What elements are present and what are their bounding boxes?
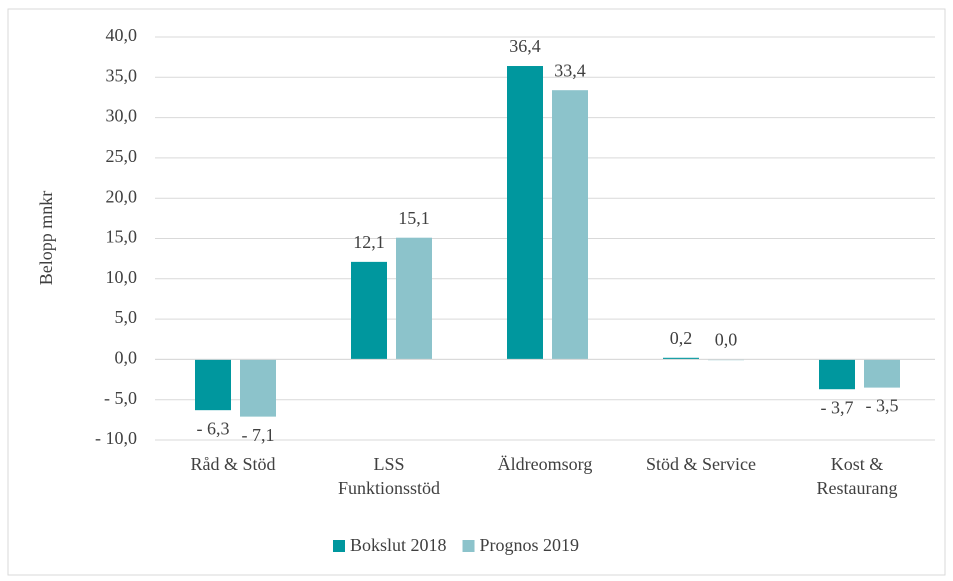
bar — [240, 359, 276, 417]
data-label: 0,2 — [670, 328, 693, 348]
frame — [7, 8, 946, 576]
x-tick-label: LSS Funktionsstöd — [337, 454, 441, 498]
y-tick-label: - 5,0 — [104, 388, 137, 408]
bar — [864, 359, 900, 388]
data-label: - 3,5 — [866, 396, 899, 416]
data-label: - 3,7 — [821, 397, 854, 417]
bar — [351, 261, 387, 360]
data-label: - 7,1 — [242, 425, 275, 445]
bar — [663, 357, 699, 360]
legend-swatch — [462, 540, 475, 552]
x-tick-label: Råd & Stöd — [190, 454, 276, 474]
data-label: 33,4 — [554, 60, 586, 80]
y-tick-label: 20,0 — [106, 186, 138, 206]
data-label: 12,1 — [353, 232, 385, 252]
x-tick-label: Äldreomsorg — [497, 454, 593, 474]
legend-swatch — [333, 540, 345, 552]
y-tick-label: - 10,0 — [95, 428, 137, 448]
y-tick-label: 15,0 — [106, 227, 138, 247]
y-tick-label: 5,0 — [115, 307, 138, 327]
y-axis-label: Belopp mnkr — [36, 191, 56, 286]
y-tick-label: 30,0 — [106, 106, 138, 126]
bar — [396, 237, 432, 360]
bar — [819, 359, 855, 390]
bar — [195, 359, 231, 411]
bar — [552, 90, 588, 360]
y-tick-label: 10,0 — [106, 267, 138, 287]
y-tick-label: 40,0 — [106, 25, 138, 45]
y-tick-label: 35,0 — [106, 65, 138, 85]
y-tick-label: 0,0 — [115, 348, 138, 368]
data-label: 0,0 — [715, 330, 738, 350]
x-tick-label: Stöd & Service — [646, 454, 756, 474]
bar — [507, 66, 543, 360]
data-label: 36,4 — [509, 36, 541, 56]
data-label: - 6,3 — [197, 418, 230, 438]
data-label: 15,1 — [398, 208, 430, 228]
legend-label: Bokslut 2018 — [350, 535, 447, 555]
y-tick-label: 25,0 — [106, 146, 138, 166]
legend-label: Prognos 2019 — [480, 535, 580, 555]
x-tick-label: Kost & Restaurang — [816, 454, 898, 498]
